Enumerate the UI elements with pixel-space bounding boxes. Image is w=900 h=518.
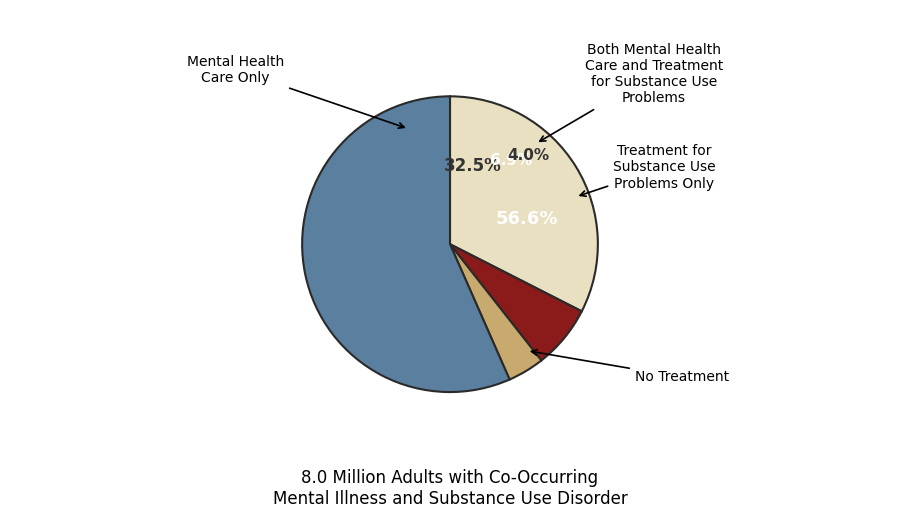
Text: Both Mental Health
Care and Treatment
for Substance Use
Problems: Both Mental Health Care and Treatment fo… (540, 43, 724, 141)
Wedge shape (302, 96, 509, 392)
Text: 8.0 Million Adults with Co-Occurring
Mental Illness and Substance Use Disorder: 8.0 Million Adults with Co-Occurring Men… (273, 469, 627, 508)
Text: 6.9%: 6.9% (490, 153, 532, 168)
Wedge shape (450, 96, 598, 311)
Text: 32.5%: 32.5% (444, 157, 501, 175)
Text: 4.0%: 4.0% (508, 148, 549, 163)
Text: Treatment for
Substance Use
Problems Only: Treatment for Substance Use Problems Onl… (580, 144, 716, 196)
Text: No Treatment: No Treatment (532, 350, 729, 384)
Wedge shape (450, 244, 581, 361)
Wedge shape (450, 244, 542, 380)
Text: Mental Health
Care Only: Mental Health Care Only (187, 54, 404, 128)
Text: 56.6%: 56.6% (496, 210, 559, 227)
